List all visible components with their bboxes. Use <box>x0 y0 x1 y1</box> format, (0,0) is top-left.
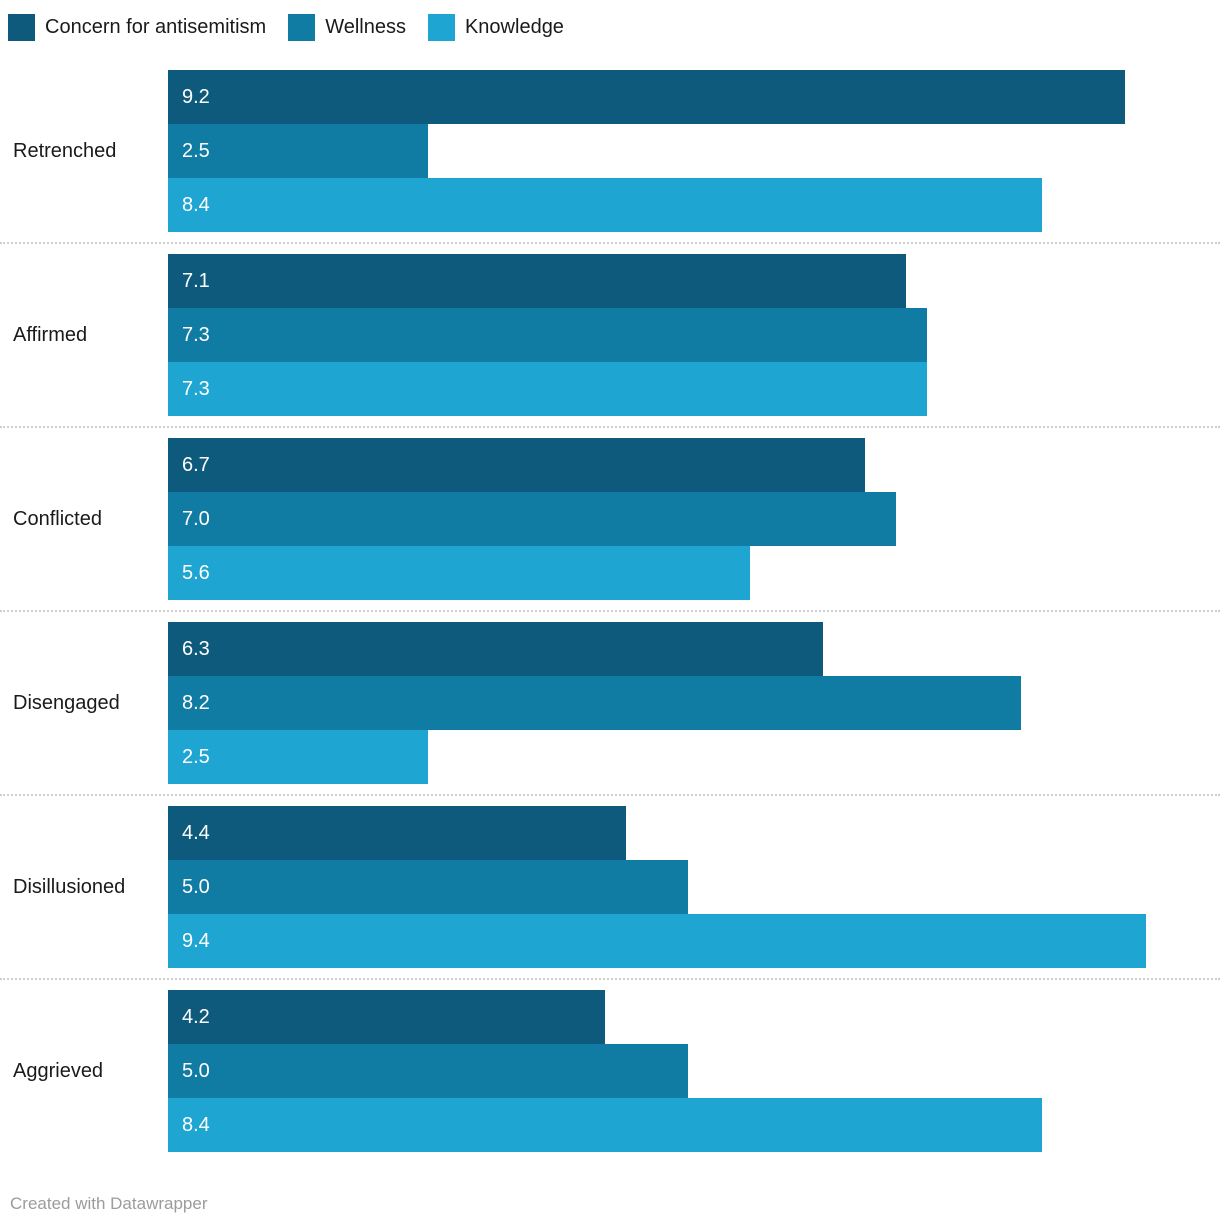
category-group-conflicted: Conflicted 6.7 7.0 5.6 <box>0 438 1220 600</box>
bar-value-label: 4.2 <box>182 1005 210 1028</box>
grouped-bar-chart: Retrenched 9.2 2.5 8.4 Affirmed 7.1 7.3 7.3 … <box>0 70 1220 1152</box>
bar-retrenched-knowledge[interactable]: 8.4 <box>168 178 1042 232</box>
bar-value-label: 9.4 <box>182 929 210 952</box>
bar-disengaged-wellness[interactable]: 8.2 <box>168 676 1021 730</box>
bar-value-label: 5.0 <box>182 1059 210 1082</box>
bar-conflicted-wellness[interactable]: 7.0 <box>168 492 896 546</box>
bar-row: 4.4 <box>168 806 1208 860</box>
bar-disillusioned-concern-for-antisemitism[interactable]: 4.4 <box>168 806 626 860</box>
category-label: Disengaged <box>13 691 120 714</box>
bar-row: 9.2 <box>168 70 1208 124</box>
bar-group: 4.4 5.0 9.4 <box>168 806 1208 968</box>
bar-row: 7.3 <box>168 362 1208 416</box>
bar-disengaged-knowledge[interactable]: 2.5 <box>168 730 428 784</box>
bar-value-label: 7.3 <box>182 377 210 400</box>
bar-conflicted-concern-for-antisemitism[interactable]: 6.7 <box>168 438 865 492</box>
bar-affirmed-concern-for-antisemitism[interactable]: 7.1 <box>168 254 907 308</box>
group-separator <box>0 426 1220 428</box>
legend-swatch-concern <box>8 14 35 41</box>
bar-group: 9.2 2.5 8.4 <box>168 70 1208 232</box>
legend-label-wellness: Wellness <box>325 16 406 38</box>
bar-value-label: 2.5 <box>182 745 210 768</box>
bar-group: 4.2 5.0 8.4 <box>168 990 1208 1152</box>
bar-row: 2.5 <box>168 730 1208 784</box>
bar-row: 6.3 <box>168 622 1208 676</box>
legend: Concern for antisemitism Wellness Knowle… <box>0 0 1220 41</box>
bar-row: 5.6 <box>168 546 1208 600</box>
bar-value-label: 6.3 <box>182 637 210 660</box>
legend-label-knowledge: Knowledge <box>464 16 564 38</box>
bar-value-label: 5.6 <box>182 561 210 584</box>
bar-row: 7.1 <box>168 254 1208 308</box>
bar-value-label: 6.7 <box>182 453 210 476</box>
group-separator <box>0 242 1220 244</box>
bar-disillusioned-wellness[interactable]: 5.0 <box>168 860 688 914</box>
bar-value-label: 5.0 <box>182 875 210 898</box>
bar-affirmed-wellness[interactable]: 7.3 <box>168 308 928 362</box>
bar-value-label: 4.4 <box>182 821 210 844</box>
legend-item-knowledge: Knowledge <box>427 14 564 41</box>
bar-retrenched-wellness[interactable]: 2.5 <box>168 124 428 178</box>
bar-aggrieved-wellness[interactable]: 5.0 <box>168 1044 688 1098</box>
bar-disillusioned-knowledge[interactable]: 9.4 <box>168 914 1146 968</box>
group-separator <box>0 610 1220 612</box>
bar-row: 9.4 <box>168 914 1208 968</box>
legend-swatch-knowledge <box>427 14 455 41</box>
bar-conflicted-knowledge[interactable]: 5.6 <box>168 546 751 600</box>
legend-swatch-wellness <box>288 14 316 41</box>
category-group-retrenched: Retrenched 9.2 2.5 8.4 <box>0 70 1220 232</box>
group-separator <box>0 794 1220 796</box>
bar-row: 5.0 <box>168 1044 1208 1098</box>
bar-row: 5.0 <box>168 860 1208 914</box>
bar-value-label: 8.2 <box>182 691 210 714</box>
category-label: Conflicted <box>13 507 102 530</box>
bar-value-label: 8.4 <box>182 193 210 216</box>
category-group-disillusioned: Disillusioned 4.4 5.0 9.4 <box>0 806 1220 968</box>
legend-item-wellness: Wellness <box>288 14 406 41</box>
legend-item-concern: Concern for antisemitism <box>8 14 266 41</box>
bar-value-label: 8.4 <box>182 1113 210 1136</box>
datawrapper-credit: Created with Datawrapper <box>10 1194 208 1213</box>
category-label: Affirmed <box>13 323 88 346</box>
category-label: Aggrieved <box>13 1059 104 1082</box>
bar-disengaged-concern-for-antisemitism[interactable]: 6.3 <box>168 622 824 676</box>
bar-group: 6.7 7.0 5.6 <box>168 438 1208 600</box>
bar-row: 8.4 <box>168 1098 1208 1152</box>
category-label: Retrenched <box>13 139 117 162</box>
bar-retrenched-concern-for-antisemitism[interactable]: 9.2 <box>168 70 1125 124</box>
legend-label-concern: Concern for antisemitism <box>45 16 267 38</box>
bar-value-label: 7.0 <box>182 507 210 530</box>
bar-row: 8.2 <box>168 676 1208 730</box>
bar-row: 4.2 <box>168 990 1208 1044</box>
bar-row: 2.5 <box>168 124 1208 178</box>
bar-row: 8.4 <box>168 178 1208 232</box>
category-group-aggrieved: Aggrieved 4.2 5.0 8.4 <box>0 990 1220 1152</box>
category-group-affirmed: Affirmed 7.1 7.3 7.3 <box>0 254 1220 416</box>
bar-value-label: 7.3 <box>182 323 210 346</box>
bar-aggrieved-concern-for-antisemitism[interactable]: 4.2 <box>168 990 605 1044</box>
bar-row: 7.0 <box>168 492 1208 546</box>
bar-affirmed-knowledge[interactable]: 7.3 <box>168 362 928 416</box>
bar-aggrieved-knowledge[interactable]: 8.4 <box>168 1098 1042 1152</box>
bar-value-label: 9.2 <box>182 85 210 108</box>
bar-group: 6.3 8.2 2.5 <box>168 622 1208 784</box>
bar-row: 7.3 <box>168 308 1208 362</box>
category-label: Disillusioned <box>13 875 126 898</box>
bar-row: 6.7 <box>168 438 1208 492</box>
bar-value-label: 2.5 <box>182 139 210 162</box>
category-group-disengaged: Disengaged 6.3 8.2 2.5 <box>0 622 1220 784</box>
bar-value-label: 7.1 <box>182 269 210 292</box>
bar-group: 7.1 7.3 7.3 <box>168 254 1208 416</box>
group-separator <box>0 978 1220 980</box>
